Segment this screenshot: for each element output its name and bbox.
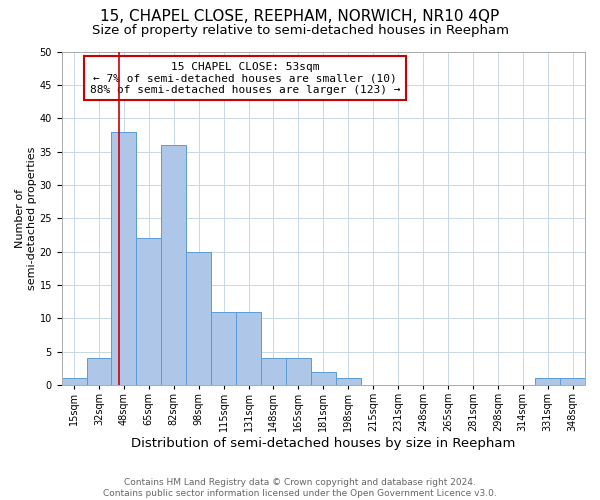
Bar (211, 312, 236, 385)
Bar (560, 378, 585, 385)
Bar (62, 378, 86, 385)
Text: 15, CHAPEL CLOSE, REEPHAM, NORWICH, NR10 4QP: 15, CHAPEL CLOSE, REEPHAM, NORWICH, NR10… (100, 9, 500, 24)
Bar (136, 238, 161, 385)
Text: Contains HM Land Registry data © Crown copyright and database right 2024.
Contai: Contains HM Land Registry data © Crown c… (103, 478, 497, 498)
Bar (286, 358, 311, 385)
Bar (535, 378, 560, 385)
Bar (236, 312, 261, 385)
Bar (161, 145, 186, 385)
Bar (261, 358, 286, 385)
Bar (311, 372, 336, 385)
Bar (336, 378, 361, 385)
Bar (112, 132, 136, 385)
Bar (86, 358, 112, 385)
Text: 15 CHAPEL CLOSE: 53sqm
← 7% of semi-detached houses are smaller (10)
88% of semi: 15 CHAPEL CLOSE: 53sqm ← 7% of semi-deta… (89, 62, 400, 94)
Text: Size of property relative to semi-detached houses in Reepham: Size of property relative to semi-detach… (91, 24, 509, 37)
X-axis label: Distribution of semi-detached houses by size in Reepham: Distribution of semi-detached houses by … (131, 437, 515, 450)
Y-axis label: Number of
semi-detached properties: Number of semi-detached properties (15, 146, 37, 290)
Bar (186, 252, 211, 385)
